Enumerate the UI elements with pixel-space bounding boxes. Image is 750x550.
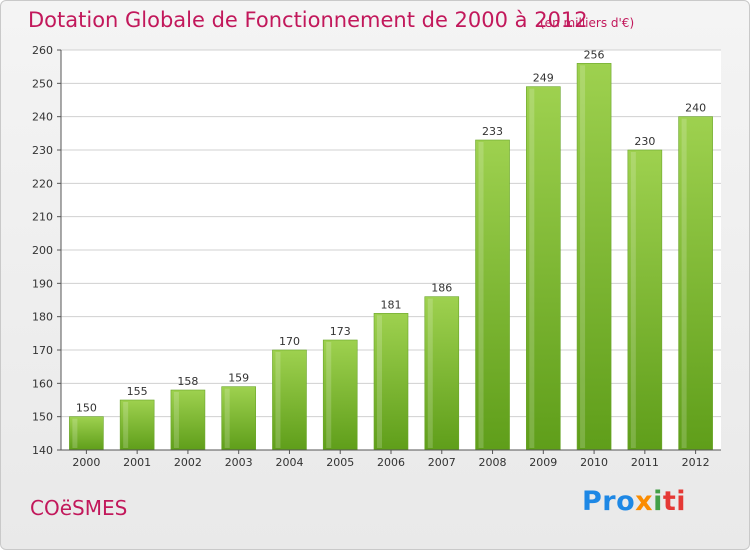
y-tick-label: 200 — [32, 244, 53, 257]
commune-name: COëSMES — [30, 496, 128, 520]
y-tick-label: 140 — [32, 444, 53, 457]
bars — [69, 63, 713, 451]
bar-highlight — [173, 392, 179, 448]
x-tick-label-2000: 2000 — [72, 456, 100, 469]
data-label-2005: 173 — [330, 325, 351, 338]
x-tick-label-2010: 2010 — [580, 456, 608, 469]
bar-highlight — [326, 342, 332, 448]
data-label-2004: 170 — [279, 335, 300, 348]
bar-2010 — [576, 63, 612, 451]
bar-2006 — [373, 313, 409, 451]
x-tick-label-2002: 2002 — [174, 456, 202, 469]
bar-highlight — [427, 298, 433, 448]
y-tick-label: 240 — [32, 111, 53, 124]
y-tick-label: 180 — [32, 311, 53, 324]
bar-highlight — [224, 388, 230, 448]
data-label-2012: 240 — [685, 102, 706, 115]
bar-highlight — [377, 315, 382, 448]
y-tick-label: 250 — [32, 77, 53, 90]
bar-highlight — [630, 152, 636, 448]
data-label-2007: 186 — [431, 282, 452, 295]
data-label-2009: 249 — [533, 72, 554, 85]
data-label-2003: 159 — [228, 372, 249, 385]
chart-title: Dotation Globale de Fonctionnement de 20… — [28, 8, 588, 32]
x-tick-label-2011: 2011 — [631, 456, 659, 469]
bar-2012 — [678, 116, 713, 451]
x-tick-label-2005: 2005 — [326, 456, 354, 469]
data-label-2008: 233 — [482, 125, 503, 138]
y-tick-label: 170 — [32, 344, 53, 357]
logo-part-2: x — [635, 486, 654, 517]
labels: 150 155 158 159 170 173 181 186 233 249 256 230 240 — [76, 48, 706, 414]
logo-part-3: i — [653, 486, 663, 517]
bar-highlight — [123, 402, 129, 448]
x-tick-label-2004: 2004 — [275, 456, 303, 469]
data-label-2001: 155 — [127, 385, 148, 398]
bar-highlight — [72, 418, 78, 448]
x-tick-label-2008: 2008 — [479, 456, 507, 469]
bar-highlight — [681, 118, 687, 449]
bar-highlight — [580, 65, 586, 448]
bar-2011 — [627, 149, 663, 451]
logo-part-4: ti — [662, 486, 687, 517]
bar-highlight — [529, 88, 535, 449]
y-tick-label: 190 — [32, 277, 53, 290]
y-tick-label: 160 — [32, 377, 53, 390]
bar-2001 — [119, 399, 155, 451]
proxiti-logo: Proxiti — [582, 486, 686, 517]
bar-2004 — [272, 349, 307, 451]
data-label-2010: 256 — [584, 48, 605, 61]
bar-2003 — [221, 386, 256, 451]
logo-part-1: Pro — [582, 486, 636, 517]
x-tick-label-2001: 2001 — [123, 456, 151, 469]
y-tick-label: 210 — [32, 211, 53, 224]
data-label-2000: 150 — [76, 402, 97, 415]
x-tick-label-2006: 2006 — [377, 456, 405, 469]
x-tick-label-2007: 2007 — [428, 456, 456, 469]
data-label-2006: 181 — [381, 298, 402, 311]
bar-highlight — [275, 352, 281, 448]
y-tick-label: 230 — [32, 144, 53, 157]
bar-2007 — [424, 296, 460, 451]
bar-2002 — [170, 389, 206, 451]
bar-2005 — [322, 339, 358, 451]
y-tick-label: 150 — [32, 411, 53, 424]
bar-2009 — [526, 86, 561, 451]
y-tick-label: 260 — [32, 44, 53, 57]
bar-highlight — [478, 142, 484, 448]
data-label-2011: 230 — [634, 135, 655, 148]
data-label-2002: 158 — [177, 375, 198, 388]
bar-2000 — [69, 416, 104, 451]
x-tick-label-2009: 2009 — [529, 456, 557, 469]
x-tick-label-2012: 2012 — [682, 456, 710, 469]
x-tick-label-2003: 2003 — [225, 456, 253, 469]
y-tick-label: 220 — [32, 177, 53, 190]
chart-unit: (en milliers d'€) — [540, 16, 635, 30]
bar-2008 — [475, 139, 510, 451]
axes: 140 150 160 170 180 190 200 210 220 230 240 250 260 2… — [32, 44, 721, 469]
